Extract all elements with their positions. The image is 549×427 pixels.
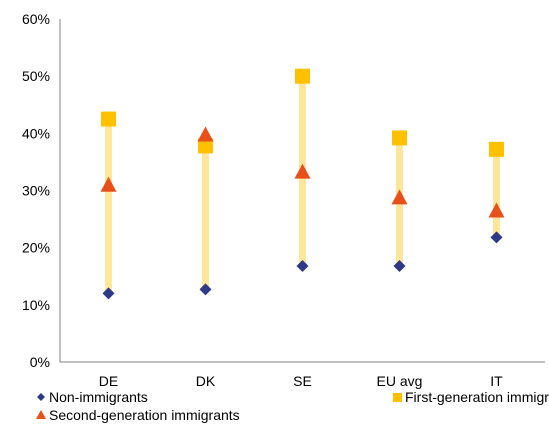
triangle-marker [100, 176, 117, 192]
y-tick-label: 60% [22, 11, 50, 27]
diamond-marker [393, 259, 406, 272]
y-tick-label: 50% [22, 68, 50, 84]
square-marker [198, 138, 213, 154]
markers [100, 68, 505, 300]
y-tick-label: 40% [22, 125, 50, 141]
y-tick-label: 0% [30, 354, 50, 370]
diamond-marker [102, 287, 115, 300]
legend-item-first-generation: First-generation immigrants [393, 389, 549, 405]
triangle-marker [488, 202, 505, 218]
diamond-marker [199, 283, 212, 296]
legend-item-non-immigrants: Non-immigrants [37, 389, 148, 405]
diamond-marker [296, 259, 309, 272]
range-bar [493, 149, 500, 238]
legend-label-second-generation: Second-generation immigrants [49, 407, 240, 423]
y-tick-label: 20% [22, 240, 50, 256]
range-bar [202, 134, 209, 290]
y-tick-label: 30% [22, 183, 50, 199]
y-tick-labels: 0% 10% 20% 30% 40% 50% 60% [22, 11, 50, 370]
y-tick-label: 10% [22, 297, 50, 313]
square-marker [392, 130, 407, 146]
x-tick-label: EU avg [377, 373, 423, 389]
x-tick-label: IT [490, 373, 503, 389]
legend-triangle-marker [36, 410, 46, 419]
x-tick-labels: DE DK SE EU avg IT [99, 373, 503, 389]
legend-diamond-marker [37, 393, 45, 401]
square-marker [489, 141, 504, 157]
legend-label-first-generation: First-generation immigrants [405, 389, 549, 405]
range-bar [105, 119, 112, 294]
square-marker [295, 68, 310, 84]
axes [59, 19, 545, 363]
legend-label-non-immigrants: Non-immigrants [49, 389, 148, 405]
x-tick-label: SE [293, 373, 312, 389]
legend: Non-immigrants First-generation immigran… [36, 389, 549, 423]
legend-item-second-generation: Second-generation immigrants [36, 407, 240, 423]
triangle-marker [294, 163, 311, 179]
diamond-marker [490, 231, 503, 244]
x-tick-label: DE [99, 373, 118, 389]
triangle-marker [391, 189, 408, 205]
legend-square-marker [393, 393, 402, 402]
triangle-marker [197, 126, 214, 142]
square-marker [101, 111, 116, 127]
x-tick-label: DK [196, 373, 216, 389]
